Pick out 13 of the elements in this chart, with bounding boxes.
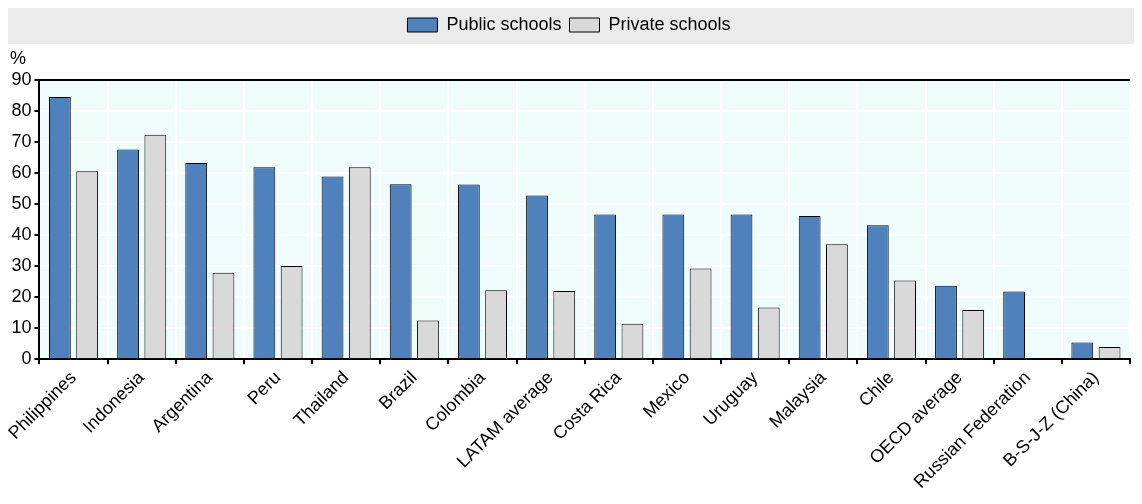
y-tick-label: 90 <box>11 68 32 89</box>
legend-label: Public schools <box>446 13 562 34</box>
y-tick-label: 30 <box>11 255 32 276</box>
y-tick-label: 40 <box>11 224 32 245</box>
legend-label: Private schools <box>608 13 731 34</box>
y-tick-label: 10 <box>11 317 32 338</box>
y-tick-label: 80 <box>11 100 32 121</box>
y-tick-label: 60 <box>11 162 32 183</box>
y-axis-title: % <box>10 47 27 68</box>
y-tick-label: 20 <box>11 286 32 307</box>
y-tick-label: 0 <box>21 348 32 369</box>
y-tick-label: 70 <box>11 131 32 152</box>
y-tick-label: 50 <box>11 193 32 214</box>
